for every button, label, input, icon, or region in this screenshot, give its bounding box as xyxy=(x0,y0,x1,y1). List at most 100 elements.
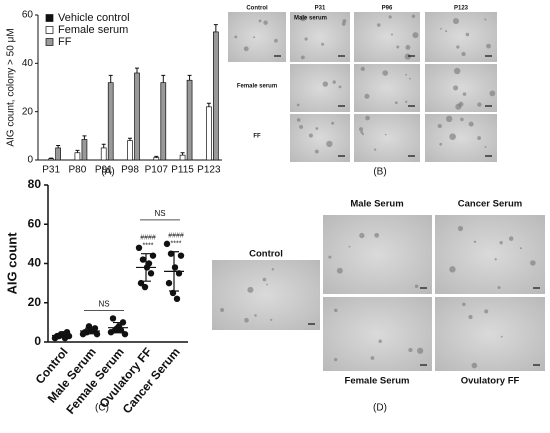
colony xyxy=(360,130,364,134)
colony xyxy=(314,149,319,154)
micrograph xyxy=(354,64,420,112)
error-bar xyxy=(128,137,132,141)
error-bar xyxy=(49,157,54,159)
colony xyxy=(321,42,325,46)
sd-bar xyxy=(141,253,151,282)
colony xyxy=(394,101,398,105)
data-point xyxy=(141,283,149,291)
sd-bar xyxy=(85,327,95,335)
colony xyxy=(315,127,319,130)
colony xyxy=(462,92,467,96)
colony xyxy=(341,22,346,26)
y-tick-label: 0 xyxy=(27,155,33,166)
bar xyxy=(134,72,140,161)
colony xyxy=(220,308,224,312)
micrograph xyxy=(425,114,497,162)
micrograph xyxy=(354,12,420,62)
image-title: Cancer Serum xyxy=(458,199,522,210)
colony xyxy=(365,115,370,121)
colony xyxy=(254,314,257,317)
error-bar xyxy=(161,74,166,83)
colony xyxy=(440,27,442,30)
sd-bar xyxy=(113,321,123,334)
bar xyxy=(186,79,193,161)
colony xyxy=(328,255,332,259)
data-point xyxy=(177,252,185,259)
micrograph-field xyxy=(435,215,545,294)
micrograph-field xyxy=(212,260,320,330)
colony xyxy=(364,93,370,99)
colony xyxy=(247,286,254,293)
error-bar xyxy=(108,74,113,83)
y-tick-label: 20 xyxy=(22,106,34,117)
colony xyxy=(376,23,381,27)
image-title: Female Serum xyxy=(345,376,410,387)
image-title: Male Serum xyxy=(350,199,403,210)
data-point xyxy=(81,328,89,336)
y-tick-label: 40 xyxy=(28,256,42,270)
colony xyxy=(460,117,464,122)
image-title: Ovulatory FF xyxy=(461,376,520,387)
data-point xyxy=(163,240,171,248)
colony xyxy=(508,236,514,241)
panel-label: (A) xyxy=(101,167,114,178)
colony xyxy=(449,266,456,273)
micrograph-field xyxy=(323,215,432,294)
significance-mark: **** xyxy=(171,241,182,248)
colony xyxy=(342,19,347,23)
micrograph xyxy=(435,215,545,294)
data-point xyxy=(145,260,153,267)
significance-mark: #### xyxy=(140,235,156,242)
y-axis-label: AIG count, colony > 50 μM xyxy=(6,28,17,146)
data-point xyxy=(171,264,179,271)
error-bar xyxy=(101,143,106,148)
colony xyxy=(299,125,303,129)
colony xyxy=(473,240,477,243)
colony xyxy=(484,309,489,314)
bar xyxy=(127,140,133,161)
colony xyxy=(338,85,342,89)
colony xyxy=(439,142,443,146)
colony xyxy=(360,66,365,71)
colony xyxy=(359,232,365,239)
colony xyxy=(336,267,343,274)
colony xyxy=(308,133,313,138)
colony xyxy=(390,33,393,36)
colony xyxy=(388,15,392,19)
column-label: P96 xyxy=(382,6,393,12)
bar xyxy=(213,31,219,161)
error-bar xyxy=(213,24,218,32)
micrograph xyxy=(290,12,350,62)
colony xyxy=(332,80,336,84)
data-point xyxy=(139,256,147,263)
colony xyxy=(457,225,464,232)
error-bar xyxy=(154,155,159,158)
colony xyxy=(484,18,487,21)
data-point xyxy=(165,279,173,287)
legend-swatch xyxy=(45,26,54,34)
colony xyxy=(408,347,413,353)
micrograph xyxy=(354,114,420,162)
colony xyxy=(468,314,473,320)
colony xyxy=(405,73,408,76)
x-tick-label: P115 xyxy=(171,165,194,176)
colony xyxy=(300,55,305,60)
micrograph-field xyxy=(354,12,420,62)
colony xyxy=(499,241,503,245)
colony xyxy=(477,136,481,140)
colony xyxy=(497,286,501,289)
error-bar xyxy=(56,145,61,148)
colony xyxy=(300,14,307,22)
colony xyxy=(374,148,377,151)
colony xyxy=(405,44,411,50)
colony xyxy=(396,45,400,49)
micrograph xyxy=(323,215,432,294)
micrograph xyxy=(290,64,350,112)
y-axis-label: AIG count xyxy=(4,232,19,295)
colony xyxy=(384,133,387,136)
micrograph xyxy=(425,12,497,62)
colony xyxy=(453,85,459,91)
data-point xyxy=(93,330,101,338)
colony xyxy=(296,118,301,122)
